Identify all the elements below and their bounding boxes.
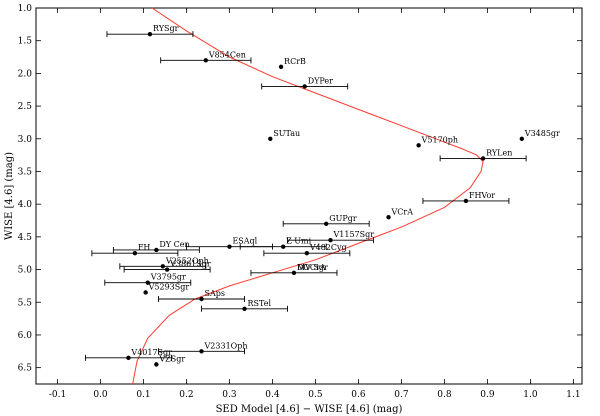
y-tick-label: 5.5 [18,298,33,308]
y-tick-label: 1.0 [18,4,33,14]
x-axis-label: SED Model [4.6] − WISE [4.6] (mag) [216,404,403,415]
star-label: V5293Sgr [148,282,190,291]
star-label: V482Cyg [309,243,347,252]
data-point [154,247,159,253]
data-points-layer [84,31,527,367]
star-label: FH [138,243,151,252]
star-label: V2331Oph [204,341,248,350]
star-label: MV Sgr [297,263,328,272]
y-tick-label: 6.5 [18,364,33,374]
star-label: RYLen [486,148,512,157]
x-tick-label: 0.4 [265,390,280,400]
x-tick-label: -0.1 [49,390,66,400]
data-point [143,290,148,295]
star-label: V3861Sgr [169,260,211,269]
plot-frame [35,7,583,385]
axis-ticks: -0.1 0.0 0.1 0.2 0.3 0.4 0.5 0.6 0.7 0.8 0.9 1.0 1.1… [18,4,582,400]
data-point [323,221,329,226]
data-point [278,64,284,70]
data-point [154,362,159,367]
data-point [132,251,138,256]
star-labels-layer: RYSgr V854Cen RCrB DYPer SUTau V5170ph V3485gr… [130,24,560,363]
data-point [160,264,166,269]
x-tick-label: 0.7 [394,390,409,400]
data-point [291,270,297,276]
data-point [203,58,209,63]
x-tick-label: 0.9 [480,390,495,400]
star-label: FHVor [469,191,495,200]
x-tick-label: 0.0 [93,390,108,400]
data-point [145,280,150,285]
star-label: GUPgr [329,214,357,223]
data-point [463,198,469,204]
data-point [304,251,310,256]
x-tick-label: 0.3 [222,390,237,400]
star-label: VZSgr [158,354,185,363]
data-point [242,306,247,311]
data-point [386,215,391,220]
data-point [199,349,204,354]
star-label: V3795gr [150,273,186,282]
star-label: VCrA [391,207,414,216]
star-label: RYSgr [153,24,179,33]
y-tick-label: 4.0 [18,200,33,210]
data-point [519,136,525,141]
y-tick-label: 1.5 [18,37,33,47]
star-label: V2552Oph [165,256,209,265]
x-tick-label: 1.0 [523,390,538,400]
x-tick-label: 0.1 [136,390,150,400]
x-tick-label: 0.8 [437,390,452,400]
data-point [268,136,273,141]
star-label: ESAql [232,237,257,246]
data-point [480,156,486,161]
y-tick-label: 2.0 [18,69,33,79]
data-point [164,267,170,272]
star-label: V854Cen [208,50,246,59]
y-tick-label: 4.5 [18,233,33,243]
y-tick-label: 3.0 [18,135,33,145]
data-point [199,296,204,302]
data-point [281,244,286,249]
data-point [126,355,131,361]
data-point [328,237,333,243]
y-tick-label: 5.0 [18,266,33,276]
y-tick-label: 6.0 [18,331,33,341]
star-label: RSTel [248,299,272,308]
model-curve [132,7,484,385]
star-label: SUTau [273,129,300,138]
star-label: SAps [205,289,225,298]
model-curve-layer [132,7,484,385]
data-point [302,84,307,89]
star-label: DY Cen [159,240,189,249]
star-label: V5170ph [421,135,458,144]
x-tick-label: 1.1 [566,390,580,400]
star-label: DYPer [308,76,333,85]
y-tick-label: 2.5 [18,102,33,112]
star-label: DOCrA [297,263,326,272]
star-label: V3485gr [524,129,560,138]
x-tick-label: 0.5 [308,390,323,400]
star-label: V4017Sgr [130,348,172,357]
data-point [227,244,232,249]
data-point [147,31,153,37]
x-tick-label: 0.6 [351,390,366,400]
y-tick-label: 3.5 [18,167,33,177]
star-label: Z Umi [286,237,311,246]
star-label: RCrB [284,57,306,66]
star-label: V1157Sgr [332,230,374,239]
data-point [416,143,421,148]
y-axis-label: WISE [4.6] (mag) [4,152,15,240]
x-tick-label: 0.2 [179,390,193,400]
